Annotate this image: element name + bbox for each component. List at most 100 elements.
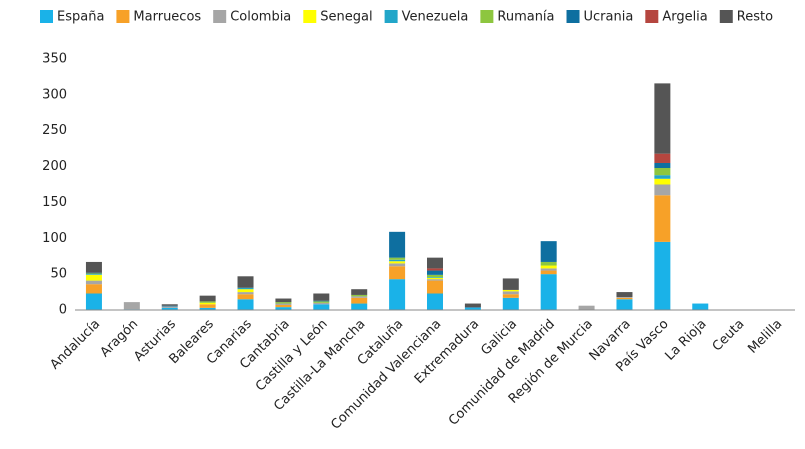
- bar-segment: [85, 280, 102, 285]
- bar-segment: [199, 304, 216, 308]
- bar-segment: [351, 303, 368, 310]
- legend-swatch: [213, 10, 227, 23]
- bar-segment: [313, 293, 330, 301]
- bar-segment: [502, 278, 519, 290]
- bar-segment: [237, 287, 254, 290]
- bar-segment: [275, 304, 292, 308]
- legend-swatch: [719, 10, 733, 23]
- bar-segment: [351, 296, 368, 298]
- bar-segment: [351, 289, 368, 295]
- y-tick-label: 350: [42, 52, 67, 67]
- bar-segment: [540, 274, 557, 310]
- bar-segment: [85, 274, 102, 275]
- y-tick-label: 100: [42, 231, 67, 246]
- bar-segment: [237, 299, 254, 310]
- bar-segment: [275, 303, 292, 305]
- bar-segment: [540, 268, 557, 271]
- bar-segment: [389, 259, 406, 262]
- bar-segment: [427, 270, 443, 275]
- bar-segment: [85, 261, 102, 273]
- y-tick-label: 0: [59, 303, 67, 318]
- bar-segment: [85, 274, 102, 281]
- bar-segment: [502, 297, 519, 310]
- x-tick-label: Andalucía: [47, 317, 103, 373]
- bar-segment: [578, 305, 595, 310]
- legend-swatch: [303, 10, 317, 23]
- bar-segment: [275, 302, 292, 304]
- legend-label: Argelia: [662, 10, 707, 25]
- legend-label: Rumanía: [497, 10, 554, 25]
- x-tick-label: Ceuta: [710, 317, 748, 355]
- bar-segment: [123, 302, 140, 310]
- bar-segment: [616, 297, 633, 298]
- bar-segment: [654, 175, 671, 179]
- bar-segment: [502, 291, 519, 295]
- bar-segment: [161, 305, 178, 307]
- bar-segment: [540, 261, 557, 266]
- bar-segment: [540, 241, 557, 262]
- bar-segment: [464, 307, 481, 308]
- bar-segment: [389, 231, 406, 258]
- bar-segment: [237, 294, 254, 300]
- bar-segment: [427, 277, 443, 280]
- bar-segment: [199, 302, 216, 305]
- bar-segment: [692, 303, 709, 310]
- y-tick-label: 200: [42, 159, 67, 174]
- bar-segment: [427, 274, 443, 278]
- y-tick-label: 150: [42, 195, 67, 210]
- bar-segment: [237, 289, 254, 293]
- bar-segment: [275, 298, 292, 303]
- bar-segment: [502, 294, 519, 298]
- bar-segment: [161, 304, 178, 306]
- bar-segment: [654, 178, 671, 185]
- bar-segment: [427, 268, 443, 271]
- bar-segment: [313, 302, 330, 305]
- bar-segment: [389, 279, 406, 310]
- bar-segment: [389, 257, 406, 260]
- bar-segment: [427, 293, 443, 310]
- bar-segment: [427, 279, 443, 281]
- bar-segment: [313, 301, 330, 303]
- legend-swatch: [116, 10, 130, 23]
- bar-segment: [85, 272, 102, 274]
- bar-segment: [237, 292, 254, 295]
- y-tick-label: 250: [42, 123, 67, 138]
- legend-swatch: [384, 10, 398, 23]
- legend-label: Marruecos: [133, 10, 201, 25]
- bar-segment: [85, 293, 102, 310]
- legend-label: Venezuela: [402, 10, 469, 25]
- bar-segment: [313, 300, 330, 302]
- bar-segment: [427, 280, 443, 294]
- legend-label: España: [57, 10, 104, 25]
- bar-segment: [654, 195, 671, 242]
- bar-segment: [540, 270, 557, 275]
- legend-swatch: [566, 10, 580, 23]
- bar-segment: [199, 307, 216, 310]
- bar-segment: [161, 307, 178, 310]
- legend-label: Ucrania: [584, 10, 634, 25]
- bar-segment: [199, 295, 216, 302]
- bar-segment: [616, 297, 633, 300]
- bar-segment: [427, 277, 443, 278]
- bar-segment: [199, 301, 216, 303]
- bar-segment: [389, 263, 406, 267]
- legend-swatch: [480, 10, 494, 23]
- bar-segment: [389, 261, 406, 264]
- bar-segment: [616, 292, 633, 298]
- y-tick-label: 300: [42, 87, 67, 102]
- bar-segment: [654, 153, 671, 163]
- bar-segment: [502, 289, 519, 292]
- x-tick-label: La Rioja: [663, 317, 710, 364]
- bar-segment: [616, 299, 633, 310]
- bar-segment: [351, 297, 368, 304]
- bar-segment: [654, 83, 671, 154]
- bar-segment: [654, 184, 671, 196]
- bar-segment: [654, 168, 671, 176]
- legend-swatch: [645, 10, 659, 23]
- bar-segment: [85, 284, 102, 294]
- bar-segment: [540, 265, 557, 269]
- bar-segment: [427, 257, 443, 269]
- bar-segment: [389, 266, 406, 280]
- bar-segment: [464, 307, 481, 310]
